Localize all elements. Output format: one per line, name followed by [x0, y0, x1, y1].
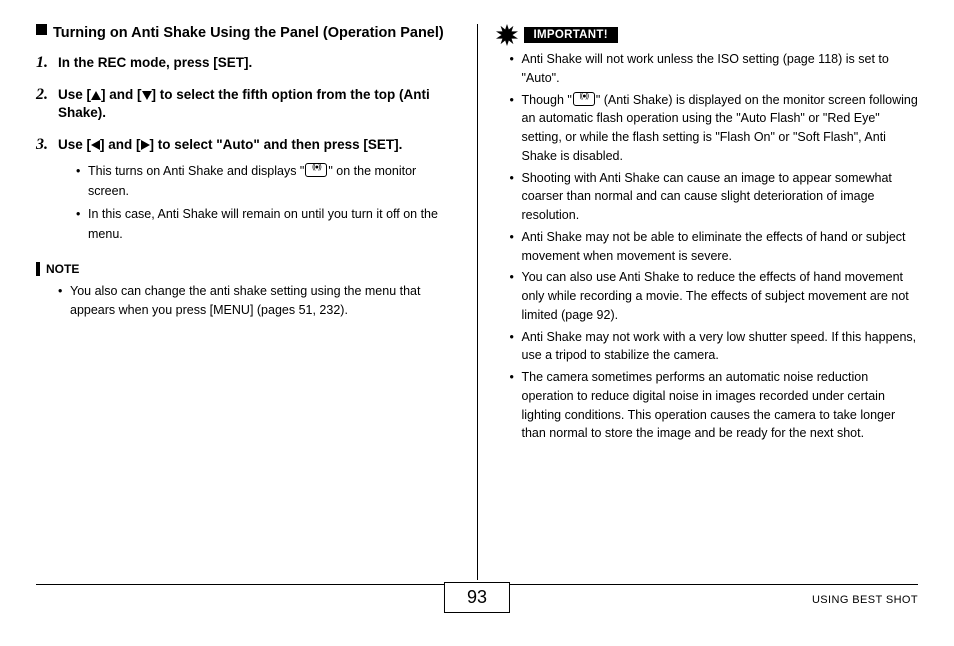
step-text-b: ] and [: [100, 137, 141, 152]
important-header: IMPORTANT!: [496, 24, 919, 46]
step-2: Use [] and [] to select the fifth option…: [36, 86, 459, 122]
step-3: Use [ ] and [ ] to select "Auto" and then …: [36, 136, 459, 244]
anti-shake-icon: [573, 92, 595, 106]
square-bullet-icon: [36, 24, 47, 35]
note-list: You also can change the anti shake setti…: [36, 282, 459, 321]
step-text-a: Use [: [58, 87, 91, 102]
right-column: IMPORTANT! Anti Shake will not work unle…: [478, 24, 919, 580]
page-content: Turning on Anti Shake Using the Panel (O…: [0, 0, 954, 580]
step-text: In the REC mode, press [SET].: [58, 55, 252, 70]
sub-item: In this case, Anti Shake will remain on …: [76, 205, 459, 244]
item-text: Anti Shake will not work unless the ISO …: [522, 52, 889, 85]
page-footer: 93 USING BEST SHOT: [36, 584, 918, 585]
step-text-c: ] to select "Auto" and then press [SET].: [150, 137, 403, 152]
item-text: You can also use Anti Shake to reduce th…: [522, 270, 909, 322]
important-list: Anti Shake will not work unless the ISO …: [496, 50, 919, 443]
section-heading: Turning on Anti Shake Using the Panel (O…: [36, 24, 459, 44]
note-block: NOTE You also can change the anti shake …: [36, 260, 459, 321]
heading-text: Turning on Anti Shake Using the Panel (O…: [53, 24, 444, 44]
step-sub-list: This turns on Anti Shake and displays ""…: [76, 162, 459, 244]
sub-item: This turns on Anti Shake and displays ""…: [76, 162, 459, 201]
note-label: NOTE: [36, 262, 79, 276]
item-text: Anti Shake may not work with a very low …: [522, 330, 917, 363]
left-arrow-icon: [91, 140, 100, 150]
important-item: Shooting with Anti Shake can cause an im…: [510, 169, 919, 225]
footer-section-label: USING BEST SHOT: [812, 594, 918, 606]
important-label: IMPORTANT!: [524, 27, 618, 43]
burst-icon: [496, 24, 518, 46]
important-item: Anti Shake will not work unless the ISO …: [510, 50, 919, 88]
down-arrow-icon: [142, 91, 152, 100]
step-text-b: ] and [: [101, 87, 142, 102]
steps-list: In the REC mode, press [SET]. Use [ ] and…: [36, 54, 459, 244]
sub-text: In this case, Anti Shake will remain on …: [88, 207, 438, 240]
item-text: Shooting with Anti Shake can cause an im…: [522, 171, 892, 223]
sub-text-a: This turns on Anti Shake and displays ": [88, 164, 304, 178]
step-1: In the REC mode, press [SET].: [36, 54, 459, 72]
important-item: Anti Shake may not work with a very low …: [510, 328, 919, 366]
item-text: The camera sometimes performs an automat…: [522, 370, 896, 440]
left-column: Turning on Anti Shake Using the Panel (O…: [36, 24, 477, 580]
anti-shake-icon: [305, 163, 327, 177]
right-arrow-icon: [141, 140, 150, 150]
important-item: The camera sometimes performs an automat…: [510, 368, 919, 443]
important-item: Though "" (Anti Shake) is displayed on t…: [510, 91, 919, 166]
important-item: Anti Shake may not be able to eliminate …: [510, 228, 919, 266]
item-text: Anti Shake may not be able to eliminate …: [522, 230, 906, 263]
page-number: 93: [444, 582, 510, 613]
item-text-a: Though ": [522, 93, 572, 107]
note-item: You also can change the anti shake setti…: [58, 282, 459, 321]
up-arrow-icon: [91, 91, 101, 100]
step-text-a: Use [: [58, 137, 91, 152]
important-item: You can also use Anti Shake to reduce th…: [510, 268, 919, 324]
